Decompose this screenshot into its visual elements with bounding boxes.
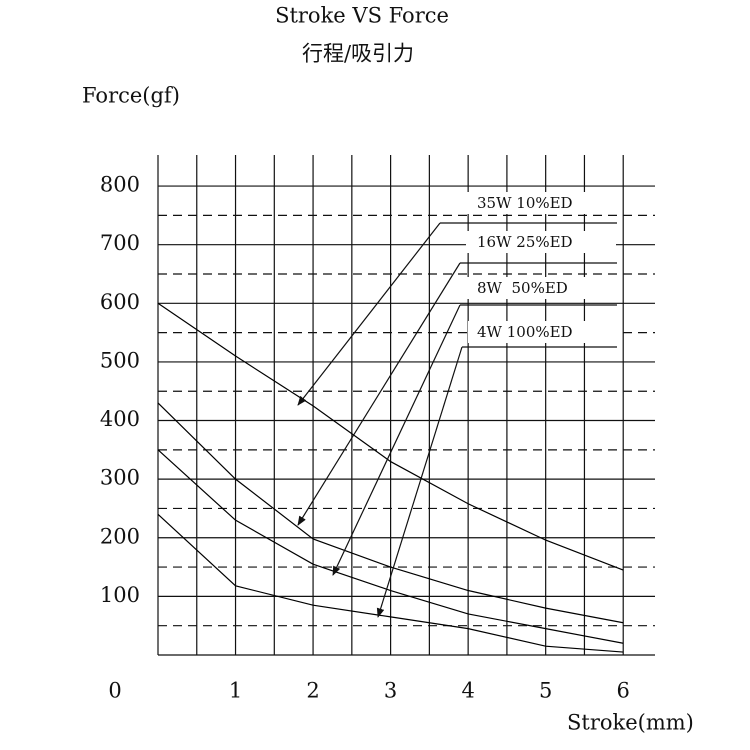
x-tick-label: 2 [306, 679, 319, 703]
x-tick-label: 6 [617, 679, 630, 703]
x-tick-label: 3 [384, 679, 397, 703]
y-tick-label: 700 [100, 231, 140, 255]
legend-arrow [297, 222, 441, 406]
x-tick-label: 1 [229, 679, 242, 703]
legend-bg [446, 192, 596, 214]
x-tick-label: 4 [461, 679, 474, 703]
y-tick-label: 800 [100, 173, 140, 197]
legend-label: 8W 50%ED [477, 279, 568, 297]
y-axis-label: Force(gf) [82, 84, 180, 108]
legend-arrow [297, 262, 461, 526]
legend-bg [466, 277, 616, 299]
chart-title: Stroke VS Force [275, 4, 449, 28]
legend-bg [466, 231, 616, 253]
y-tick-label: 200 [100, 524, 140, 548]
legend-label: 16W 25%ED [477, 233, 573, 251]
series-line [157, 402, 624, 624]
legend-bg [468, 321, 618, 343]
x-tick-label: 5 [539, 679, 552, 703]
y-tick-label: 300 [100, 466, 140, 490]
y-tick-label: 600 [100, 290, 140, 314]
y-tick-label: 400 [100, 407, 140, 431]
legend-label: 4W 100%ED [477, 323, 573, 341]
legend-label: 35W 10%ED [477, 194, 573, 212]
legend-arrow [332, 304, 461, 576]
chart-subtitle: 行程/吸引力 [302, 42, 414, 66]
y-tick-label: 500 [100, 348, 140, 372]
legend-arrow [376, 346, 463, 618]
x-axis-label: Stroke(mm) [567, 711, 694, 735]
series-line [157, 513, 624, 653]
series-line [157, 449, 624, 644]
x-tick-label: 0 [108, 679, 121, 703]
y-tick-label: 100 [100, 583, 140, 607]
series-line [157, 302, 624, 571]
